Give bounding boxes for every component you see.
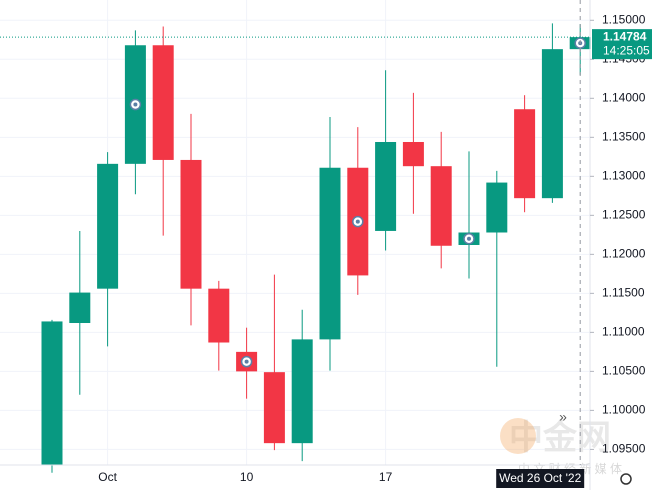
y-tick-label: 1.12500 xyxy=(602,208,646,222)
y-tick-label: 1.14000 xyxy=(602,90,646,104)
candle-body xyxy=(375,141,397,231)
y-tick-label: 1.09500 xyxy=(602,442,646,456)
price-axis: 1.150001.145001.140001.135001.130001.125… xyxy=(590,12,646,456)
candle-body xyxy=(97,163,119,289)
event-marker-dot xyxy=(244,359,249,364)
last-price-label: 1.14784 xyxy=(603,29,647,43)
y-tick-label: 1.15000 xyxy=(602,12,646,26)
candle-body xyxy=(180,159,202,289)
event-marker-dot xyxy=(133,102,138,107)
crosshair-label: Wed 26 Oct '22 xyxy=(499,471,581,485)
y-tick-label: 1.11500 xyxy=(602,286,645,300)
candle-body xyxy=(319,167,341,340)
scroll-icon[interactable]: » xyxy=(559,409,567,425)
candle-body xyxy=(514,109,536,199)
crosshair-box xyxy=(496,469,585,488)
countdown-label: 14:25:05 xyxy=(603,43,650,57)
y-tick-label: 1.13000 xyxy=(602,168,646,182)
last-price-box xyxy=(592,29,652,60)
candle-body xyxy=(41,321,63,465)
event-marker-dot xyxy=(355,219,360,224)
event-marker-dot xyxy=(467,236,471,241)
y-tick-label: 1.11000 xyxy=(602,325,645,339)
candle-body xyxy=(152,45,174,160)
x-tick-label: 10 xyxy=(240,470,254,484)
x-tick-label: Oct xyxy=(98,470,117,484)
candle-body xyxy=(430,166,452,246)
y-tick-label: 1.12000 xyxy=(602,247,646,261)
candle-body xyxy=(208,288,230,343)
settings-icon[interactable] xyxy=(620,473,632,485)
watermark: 中金网 xyxy=(509,418,611,457)
candles xyxy=(41,23,591,473)
x-tick-label: 17 xyxy=(379,470,393,484)
candle-body xyxy=(69,292,91,324)
y-tick-label: 1.10500 xyxy=(602,364,646,378)
y-tick-label: 1.13500 xyxy=(602,129,646,143)
watermark-logo xyxy=(500,418,536,454)
candle-body xyxy=(541,49,563,199)
candle-body xyxy=(486,182,508,233)
y-tick-label: 1.10000 xyxy=(602,403,646,417)
candle-body xyxy=(263,372,285,444)
candle-body xyxy=(402,141,424,167)
candle-body xyxy=(291,339,313,444)
